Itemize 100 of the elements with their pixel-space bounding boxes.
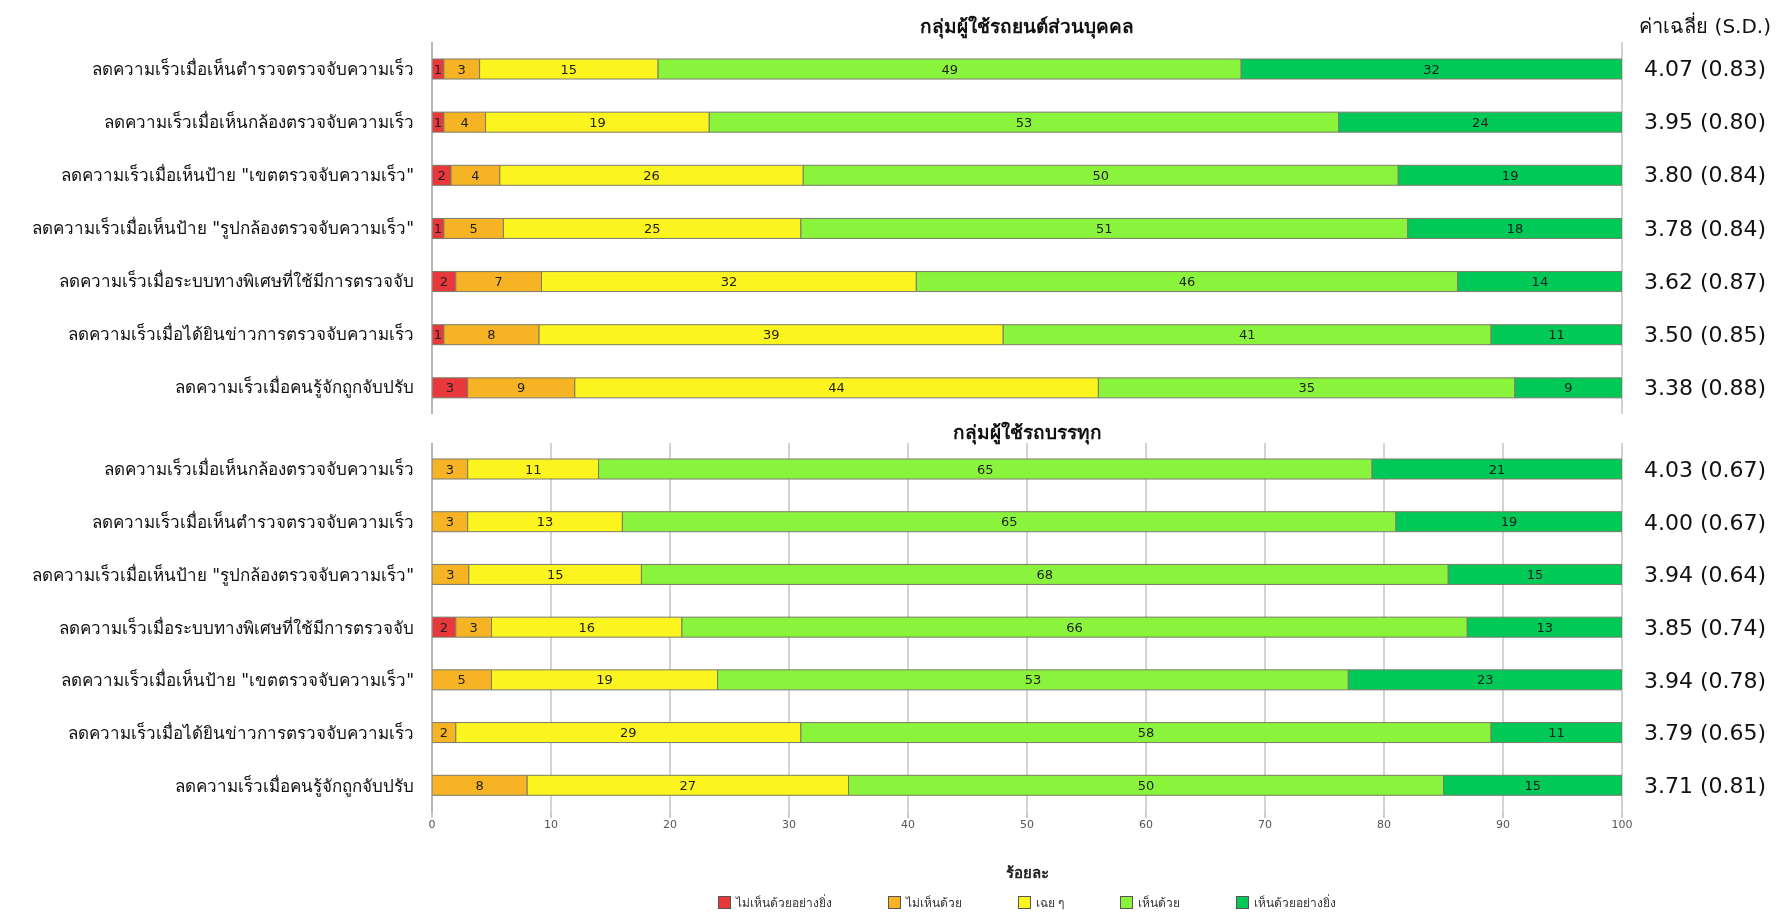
y-tick-label: ลดความเร็วเมื่อได้ยินข่าวการตรวจจับความเร็ว — [68, 720, 414, 743]
y-tick-label: ลดความเร็วเมื่อเห็นป้าย "เขตตรวจจับความเร็ว" — [60, 162, 414, 185]
data-label: 65 — [977, 461, 994, 477]
data-label: 2 — [437, 167, 446, 183]
data-label: 2 — [439, 725, 449, 741]
data-label: 18 — [1506, 221, 1524, 237]
y-tick-label: ลดความเร็วเมื่อเห็นป้าย "รูปกล้องตรวจจับความเร็ว" — [31, 216, 414, 239]
data-label: 3 — [446, 567, 455, 583]
x-tick-label: 70 — [1258, 817, 1272, 831]
x-tick-label: 60 — [1139, 817, 1153, 831]
data-label: 2 — [439, 274, 449, 290]
data-label: 32 — [1423, 61, 1440, 77]
y-tick-label: ลดความเร็วเมื่อเห็นกล้องตรวจจับความเร็ว — [104, 457, 414, 480]
data-label: 9 — [1564, 380, 1573, 396]
y2-tick-label: 3.85 (0.74) — [1644, 615, 1767, 640]
data-label: 26 — [643, 167, 660, 183]
data-label: 5 — [469, 221, 478, 237]
data-label: 3 — [445, 514, 454, 530]
x-axis-title: ร้อยละ — [1005, 864, 1049, 882]
data-label: 58 — [1137, 725, 1155, 741]
data-label: 2 — [439, 619, 449, 635]
chart-title: กลุ่มผู้ใช้รถยนต์ส่วนบุคคล — [919, 14, 1135, 38]
data-label: 1 — [433, 327, 443, 343]
data-label: 5 — [457, 672, 466, 688]
y-tick-label: ลดความเร็วเมื่อเห็นตำรวจตรวจจับความเร็ว — [92, 56, 414, 79]
data-label: 27 — [679, 777, 697, 793]
y2-tick-label: 3.94 (0.78) — [1644, 667, 1767, 693]
x-tick-label: 10 — [544, 817, 558, 831]
x-tick-label: 30 — [782, 817, 796, 831]
legend-label: เห็นด้วยอย่างยิ่ง — [1254, 893, 1337, 912]
y2-tick-label: 3.79 (0.65) — [1644, 720, 1767, 746]
data-label: 15 — [546, 567, 564, 583]
data-label: 13 — [1536, 619, 1553, 635]
data-label: 11 — [1548, 725, 1565, 741]
data-label: 7 — [494, 274, 503, 290]
y2-tick-label: 3.62 (0.87) — [1644, 268, 1767, 294]
data-label: 46 — [1178, 274, 1196, 290]
y-tick-label: ลดความเร็วเมื่อเห็นกล้องตรวจจับความเร็ว — [104, 109, 414, 132]
data-label: 1 — [433, 221, 443, 237]
x-tick-label: 80 — [1377, 817, 1391, 831]
data-label: 29 — [620, 725, 637, 741]
data-label: 4 — [460, 114, 469, 130]
y-tick-label: ลดความเร็วเมื่อเห็นป้าย "เขตตรวจจับความเร็ว" — [60, 668, 414, 691]
y-tick-label: ลดความเร็วเมื่อเห็นตำรวจตรวจจับความเร็ว — [92, 510, 414, 533]
y2-tick-label: 3.38 (0.88) — [1644, 374, 1767, 400]
data-label: 15 — [1524, 777, 1542, 793]
y2-tick-label: 3.71 (0.81) — [1644, 773, 1767, 799]
y2-tick-label: 3.95 (0.80) — [1644, 109, 1767, 135]
data-label: 1 — [433, 61, 443, 77]
y-tick-label: ลดความเร็วเมื่อระบบทางพิเศษที่ใช้มีการตรวจจับ — [59, 269, 414, 292]
y2-tick-label: 3.80 (0.84) — [1644, 162, 1767, 188]
data-label: 8 — [475, 777, 484, 793]
chart-title: กลุ่มผู้ใช้รถบรรทุก — [951, 420, 1103, 444]
legend-label: ไม่เห็นด้วย — [905, 894, 962, 912]
legend-label: เห็นด้วย — [1138, 894, 1181, 912]
x-tick-label: 40 — [901, 817, 915, 831]
data-label: 14 — [1531, 274, 1549, 290]
data-label: 49 — [941, 61, 958, 77]
data-label: 3 — [445, 461, 454, 477]
data-label: 11 — [524, 461, 542, 477]
data-label: 16 — [578, 619, 595, 635]
y2-axis-title: ค่าเฉลี่ย (S.D.) — [1639, 14, 1771, 38]
x-tick-label: 100 — [1611, 817, 1633, 831]
data-label: 53 — [1015, 114, 1033, 130]
data-label: 15 — [1526, 567, 1544, 583]
data-label: 19 — [1501, 167, 1519, 183]
data-label: 19 — [589, 114, 606, 130]
y-tick-label: ลดความเร็วเมื่อเห็นป้าย "รูปกล้องตรวจจับความเร็ว" — [31, 562, 414, 586]
y2-tick-label: 3.78 (0.84) — [1644, 215, 1767, 241]
x-tick-label: 50 — [1020, 817, 1034, 831]
x-tick-label: 20 — [663, 817, 677, 831]
y2-tick-label: 3.94 (0.64) — [1644, 562, 1767, 588]
data-label: 50 — [1137, 777, 1155, 793]
data-label: 32 — [720, 274, 738, 290]
data-label: 66 — [1066, 619, 1083, 635]
data-label: 44 — [828, 380, 845, 396]
y2-tick-label: 3.50 (0.85) — [1644, 321, 1767, 347]
data-label: 24 — [1472, 114, 1489, 130]
data-label: 1 — [433, 114, 443, 130]
data-label: 3 — [469, 619, 478, 635]
data-label: 19 — [596, 672, 613, 688]
data-label: 13 — [536, 514, 554, 530]
data-label: 23 — [1476, 672, 1494, 688]
data-label: 50 — [1092, 167, 1110, 183]
data-label: 21 — [1488, 461, 1506, 477]
data-label: 3 — [457, 61, 466, 77]
data-label: 9 — [517, 380, 526, 396]
y2-tick-label: 4.03 (0.67) — [1644, 456, 1767, 482]
data-label: 15 — [560, 61, 578, 77]
legend-label: ไม่เห็นด้วยอย่างยิ่ง — [735, 893, 832, 912]
y-tick-label: ลดความเร็วเมื่อคนรู้จักถูกจับปรับ — [175, 773, 414, 797]
data-label: 8 — [487, 327, 496, 343]
y2-tick-label: 4.00 (0.67) — [1644, 509, 1767, 535]
data-label: 11 — [1548, 327, 1565, 343]
data-label: 53 — [1024, 672, 1042, 688]
data-label: 51 — [1096, 221, 1113, 237]
data-label: 35 — [1298, 380, 1315, 396]
data-label: 19 — [1500, 514, 1518, 530]
y-tick-label: ลดความเร็วเมื่อคนรู้จักถูกจับปรับ — [175, 375, 414, 399]
data-label: 4 — [471, 167, 480, 183]
